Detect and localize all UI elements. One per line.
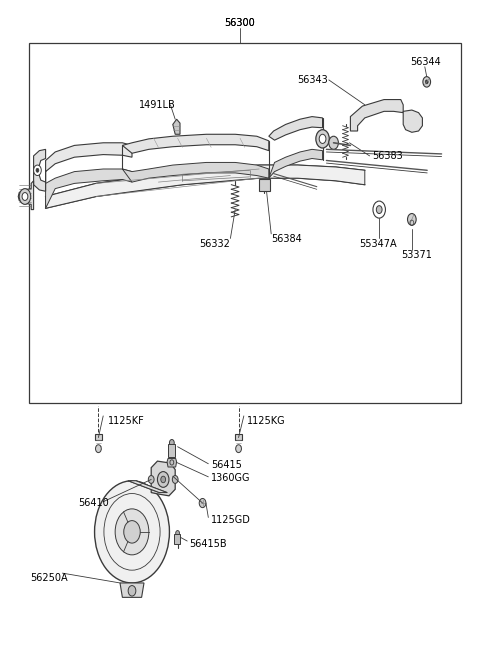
Polygon shape xyxy=(122,134,269,153)
Text: 1125KF: 1125KF xyxy=(108,415,145,426)
Text: 53371: 53371 xyxy=(401,250,432,261)
Polygon shape xyxy=(120,583,144,597)
FancyBboxPatch shape xyxy=(259,179,270,191)
Circle shape xyxy=(172,476,178,483)
Text: 1125GD: 1125GD xyxy=(211,515,251,525)
Polygon shape xyxy=(34,149,46,191)
Polygon shape xyxy=(46,143,132,183)
Text: 56250A: 56250A xyxy=(30,572,67,583)
Circle shape xyxy=(128,586,136,596)
Text: 56410: 56410 xyxy=(78,498,108,508)
Bar xyxy=(29,43,461,403)
Circle shape xyxy=(96,445,101,453)
Polygon shape xyxy=(46,169,132,208)
Text: 56415B: 56415B xyxy=(190,538,227,549)
Circle shape xyxy=(373,201,385,218)
Polygon shape xyxy=(235,434,242,440)
Polygon shape xyxy=(269,149,323,178)
Circle shape xyxy=(124,521,140,543)
Circle shape xyxy=(19,189,31,204)
Text: 55347A: 55347A xyxy=(359,238,396,249)
Circle shape xyxy=(148,476,154,483)
Polygon shape xyxy=(46,165,365,208)
Text: 56332: 56332 xyxy=(199,238,230,249)
Circle shape xyxy=(199,498,206,508)
Polygon shape xyxy=(167,458,177,467)
Text: 56300: 56300 xyxy=(225,18,255,28)
Circle shape xyxy=(95,481,169,583)
Text: 1360GG: 1360GG xyxy=(211,473,251,483)
Circle shape xyxy=(319,134,326,143)
FancyBboxPatch shape xyxy=(174,534,180,544)
Circle shape xyxy=(376,206,382,214)
Polygon shape xyxy=(173,119,180,134)
Polygon shape xyxy=(403,110,422,132)
Circle shape xyxy=(425,80,428,84)
Text: 56343: 56343 xyxy=(298,75,328,85)
Circle shape xyxy=(157,472,169,487)
FancyBboxPatch shape xyxy=(168,444,175,457)
Text: 56415: 56415 xyxy=(211,460,242,470)
Polygon shape xyxy=(151,461,175,496)
Circle shape xyxy=(36,168,39,172)
Circle shape xyxy=(423,77,431,87)
Circle shape xyxy=(408,214,416,225)
Polygon shape xyxy=(128,481,167,493)
Circle shape xyxy=(329,136,338,149)
Text: 1491LB: 1491LB xyxy=(139,100,176,110)
Circle shape xyxy=(22,193,28,200)
Circle shape xyxy=(161,476,166,483)
Text: 56300: 56300 xyxy=(225,18,255,28)
Text: 56383: 56383 xyxy=(372,151,403,161)
Polygon shape xyxy=(122,162,269,182)
Circle shape xyxy=(34,165,41,176)
Circle shape xyxy=(115,509,149,555)
Circle shape xyxy=(316,130,329,148)
Circle shape xyxy=(176,531,180,536)
Polygon shape xyxy=(269,117,323,140)
Polygon shape xyxy=(350,100,403,131)
Text: 56384: 56384 xyxy=(271,234,302,244)
Polygon shape xyxy=(95,434,102,440)
Circle shape xyxy=(169,440,174,446)
Polygon shape xyxy=(18,181,34,210)
Text: 56344: 56344 xyxy=(410,57,441,67)
Text: 1125KG: 1125KG xyxy=(247,415,286,426)
Circle shape xyxy=(236,445,241,453)
